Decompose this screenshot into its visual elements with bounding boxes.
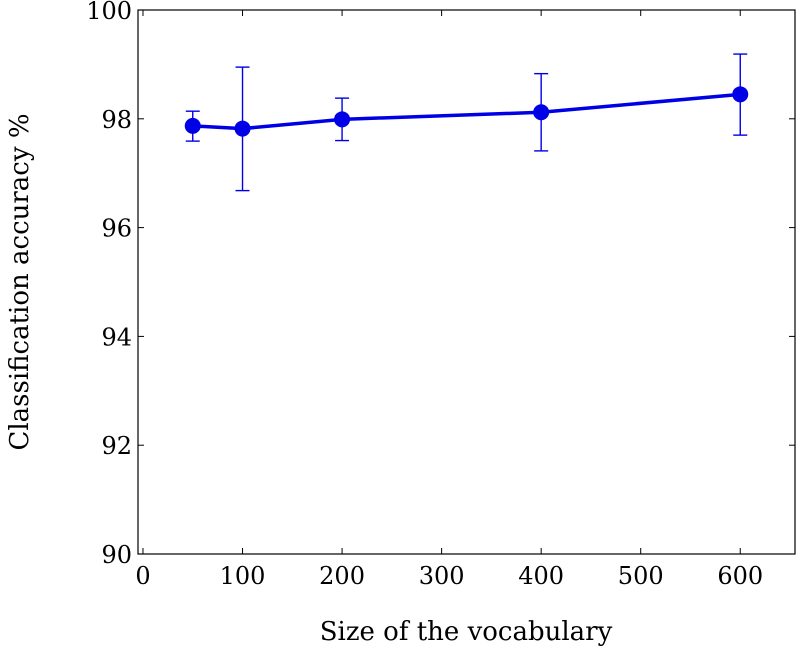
- axis-ticks: [138, 9, 795, 555]
- y-tick-label-96: 96: [101, 215, 132, 243]
- series-0: [184, 53, 749, 192]
- x-tick-label-300: 300: [419, 562, 465, 590]
- x-tick-label-600: 600: [717, 562, 763, 590]
- x-tick-label-500: 500: [618, 562, 664, 590]
- data-point-4: [732, 86, 749, 103]
- y-tick-label-94: 94: [101, 323, 132, 351]
- y-axis-label: Classification accuracy %: [5, 113, 35, 450]
- series-line: [192, 92, 741, 131]
- x-tick-label-0: 0: [135, 562, 150, 590]
- data-point-1: [234, 120, 251, 137]
- x-tick-label-400: 400: [518, 562, 564, 590]
- y-tick-label-98: 98: [101, 106, 132, 134]
- y-tick-label-92: 92: [101, 432, 132, 460]
- data-point-3: [533, 104, 550, 121]
- series-layer: [184, 53, 749, 192]
- axis-tick-labels: 0 100 200 300 400 500 600 90 92 94 96 98 100: [86, 0, 763, 590]
- x-tick-label-200: 200: [319, 562, 365, 590]
- x-axis-label: Size of the vocabulary: [320, 617, 613, 647]
- x-tick-label-100: 100: [220, 562, 266, 590]
- plot-frame: [137, 9, 796, 555]
- y-tick-label-100: 100: [86, 0, 132, 25]
- y-tick-label-90: 90: [101, 541, 132, 569]
- data-point-2: [334, 111, 351, 128]
- data-point-0: [184, 117, 201, 134]
